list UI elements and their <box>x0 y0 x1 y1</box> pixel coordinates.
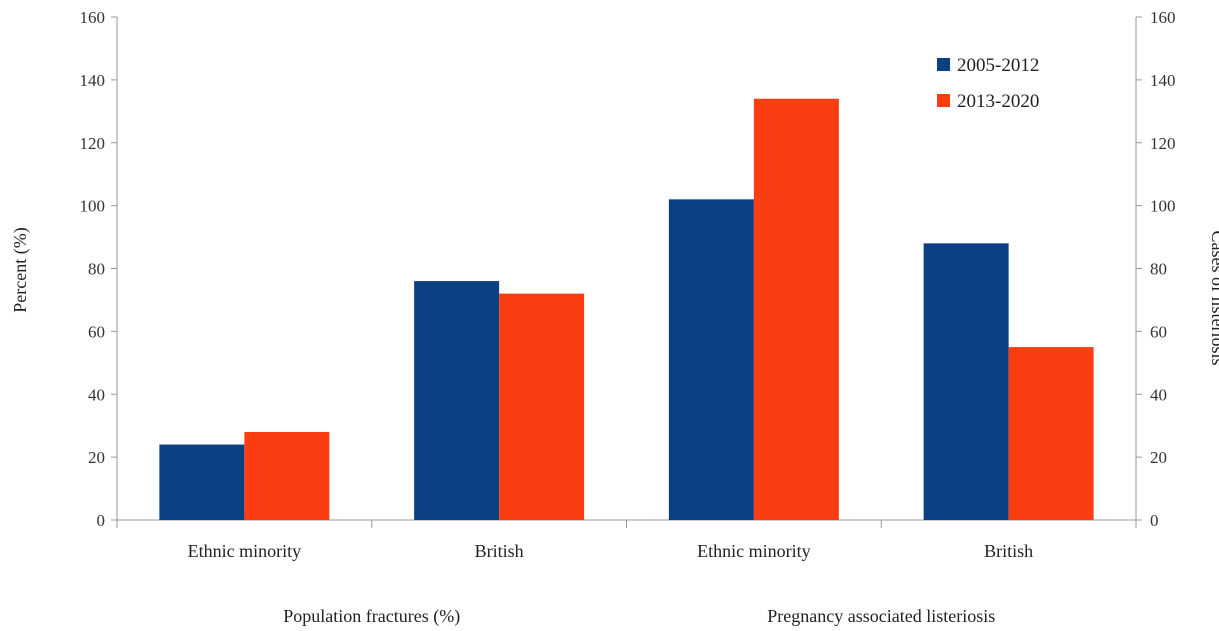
y-tick-label-left: 80 <box>88 260 105 279</box>
y-tick-label-right: 40 <box>1150 385 1167 404</box>
y-tick-label-right: 140 <box>1150 71 1176 90</box>
y-tick-label-right: 60 <box>1150 322 1167 341</box>
legend-swatch <box>937 58 950 71</box>
y-tick-label-right: 20 <box>1150 448 1167 467</box>
legend-label: 2005-2012 <box>957 55 1039 76</box>
y-tick-label-left: 40 <box>88 385 105 404</box>
bar-2005-2012-3 <box>923 243 1009 520</box>
group-label: Pregnancy associated listeriosis <box>767 606 995 626</box>
legend: 2005-2012 2013-2020 <box>937 55 1039 112</box>
bar-2013-2020-3 <box>1008 347 1094 520</box>
y-tick-label-left: 160 <box>80 8 106 27</box>
y-tick-label-left: 100 <box>80 197 106 216</box>
bar-2013-2020-1 <box>499 293 585 520</box>
y-tick-label-right: 80 <box>1150 260 1167 279</box>
category-label: British <box>475 541 524 561</box>
category-label: Ethnic minority <box>697 541 810 561</box>
y-tick-label-left: 20 <box>88 448 105 467</box>
bar-2005-2012-0 <box>159 444 245 520</box>
bar-2005-2012-2 <box>668 199 754 520</box>
bar-2013-2020-2 <box>753 98 839 521</box>
y-tick-label-left: 60 <box>88 322 105 341</box>
y-tick-label-right: 120 <box>1150 134 1176 153</box>
y-tick-label-right: 160 <box>1150 8 1176 27</box>
legend-swatch <box>937 94 950 107</box>
y-tick-label-right: 0 <box>1150 511 1159 530</box>
y-tick-label-left: 120 <box>80 134 106 153</box>
labels: 0 0 20 20 40 40 60 60 80 80 100 100 120 120 140 140 160 1… <box>80 8 1176 627</box>
category-label: British <box>984 541 1033 561</box>
y-tick-label-right: 100 <box>1150 197 1176 216</box>
bar-2013-2020-0 <box>244 431 330 520</box>
bars <box>159 98 1094 521</box>
y-axis-label-left: Percent (%) <box>10 227 31 312</box>
category-label: Ethnic minority <box>188 541 301 561</box>
group-label: Population fractures (%) <box>283 606 460 627</box>
y-axis-label-right: Cases of listeriosis <box>1208 231 1219 366</box>
y-tick-label-left: 140 <box>80 71 106 90</box>
bar-2005-2012-1 <box>414 281 500 520</box>
legend-label: 2013-2020 <box>957 91 1039 112</box>
y-tick-label-left: 0 <box>97 511 106 530</box>
